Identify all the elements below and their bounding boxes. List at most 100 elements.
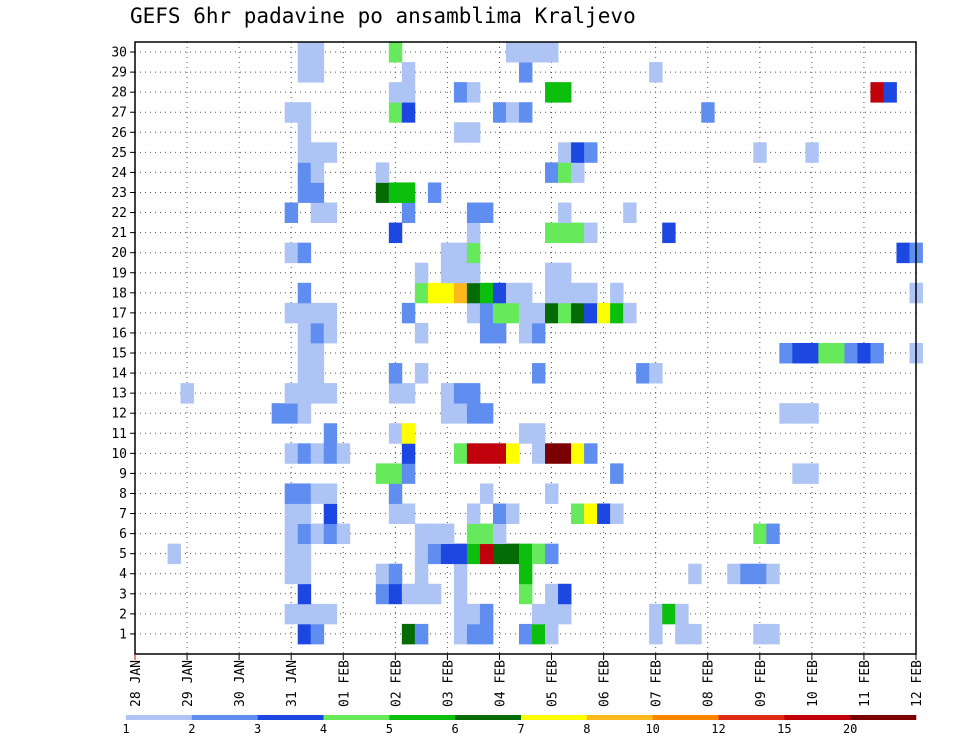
colorbar-segment	[191, 715, 258, 720]
heatmap-cell	[297, 282, 312, 304]
y-tick-label: 10	[111, 447, 127, 462]
x-tick-label: 31 JAN	[285, 660, 300, 707]
heatmap-cell	[297, 322, 312, 344]
heatmap-cell	[401, 623, 416, 645]
heatmap-cell	[479, 202, 494, 223]
heatmap-cell	[284, 443, 299, 464]
heatmap-cell	[870, 342, 884, 364]
heatmap-cell	[545, 302, 559, 324]
heatmap-cell	[518, 543, 533, 565]
heatmap-cell	[310, 483, 325, 504]
y-tick-label: 28	[111, 86, 127, 101]
heatmap-cell	[675, 623, 689, 645]
y-tick-label: 27	[111, 106, 127, 121]
heatmap-cell	[310, 623, 325, 645]
heatmap-cell	[545, 42, 559, 63]
heatmap-cell	[388, 503, 403, 524]
x-tick-label: 03 FEB	[441, 660, 456, 707]
heatmap-cell	[505, 503, 520, 524]
heatmap-cell	[805, 463, 819, 484]
colorbar-label: 15	[777, 722, 791, 736]
heatmap-cell	[414, 322, 429, 344]
heatmap-cell	[401, 202, 416, 223]
heatmap-cell	[558, 302, 572, 324]
y-tick-label: 3	[119, 587, 127, 602]
heatmap-cell	[297, 242, 312, 264]
y-tick-label: 24	[111, 166, 127, 181]
colorbar-label: 8	[583, 722, 590, 736]
heatmap-cell	[323, 443, 338, 464]
heatmap-cell	[414, 262, 429, 284]
heatmap-cell	[479, 623, 494, 645]
heatmap-cell	[479, 302, 494, 324]
heatmap-cell	[466, 302, 481, 324]
heatmap-cell	[453, 543, 468, 565]
heatmap-cell	[532, 322, 546, 344]
heatmap-cell	[453, 603, 468, 625]
colorbar-segment	[455, 715, 522, 720]
heatmap-cell	[479, 483, 494, 504]
heatmap-cell	[610, 463, 624, 484]
heatmap-cell	[805, 342, 819, 364]
x-tick-label: 09 FEB	[754, 660, 769, 707]
heatmap-cell	[466, 503, 481, 524]
heatmap-cell	[284, 383, 299, 404]
heatmap-cell	[597, 503, 611, 524]
heatmap-cell	[453, 262, 468, 284]
y-tick-label: 18	[111, 286, 127, 301]
heatmap-cell	[440, 282, 455, 304]
heatmap-cell	[375, 162, 390, 183]
heatmap-cell	[401, 182, 416, 203]
heatmap-cell	[545, 222, 559, 244]
colorbar-label: 10	[645, 722, 659, 736]
y-tick-label: 8	[119, 487, 127, 502]
colorbar-segment	[323, 715, 390, 720]
x-tick-label: 12 FEB	[910, 660, 925, 707]
heatmap-cell	[766, 623, 780, 645]
heatmap-cell	[844, 342, 858, 364]
y-tick-label: 7	[119, 507, 127, 522]
heatmap-cell	[453, 623, 468, 645]
heatmap-cell	[401, 503, 416, 524]
heatmap-cell	[505, 282, 520, 304]
heatmap-cell	[466, 523, 481, 545]
heatmap-cell	[167, 543, 181, 565]
heatmap-cell	[440, 523, 455, 545]
x-tick-label: 01 FEB	[337, 660, 352, 707]
heatmap-cell	[505, 543, 520, 565]
heatmap-cell	[479, 523, 494, 545]
heatmap-cell	[558, 583, 572, 605]
y-tick-label: 9	[119, 467, 127, 482]
heatmap-cell	[388, 82, 403, 103]
heatmap-cell	[466, 202, 481, 223]
heatmap-cell	[584, 302, 598, 324]
heatmap-cell	[479, 282, 494, 304]
colorbar-label: 7	[517, 722, 524, 736]
heatmap-cell	[401, 82, 416, 103]
heatmap-cell	[492, 102, 507, 123]
y-tick-label: 15	[111, 347, 127, 362]
heatmap-cell	[545, 443, 559, 464]
heatmap-cell	[518, 42, 533, 63]
heatmap-cell	[297, 483, 312, 504]
heatmap-cell	[284, 603, 299, 625]
y-tick-label: 22	[111, 206, 127, 221]
heatmap-cell	[545, 603, 559, 625]
heatmap-cell	[649, 623, 663, 645]
heatmap-cell	[297, 102, 312, 123]
heatmap-cell	[453, 403, 468, 424]
x-tick-label: 11 FEB	[858, 660, 873, 707]
y-tick-label: 19	[111, 266, 127, 281]
heatmap-cell	[584, 222, 598, 244]
y-tick-label: 23	[111, 186, 127, 201]
heatmap-cell	[310, 603, 325, 625]
heatmap-cell	[584, 282, 598, 304]
colorbar-label: 12	[711, 722, 725, 736]
heatmap-cell	[870, 82, 884, 103]
y-tick-label: 16	[111, 326, 127, 341]
heatmap-cell	[388, 102, 403, 123]
colorbar-segment	[257, 715, 324, 720]
heatmap-cell	[440, 383, 455, 404]
heatmap-cell	[466, 623, 481, 645]
heatmap-cell	[753, 623, 767, 645]
